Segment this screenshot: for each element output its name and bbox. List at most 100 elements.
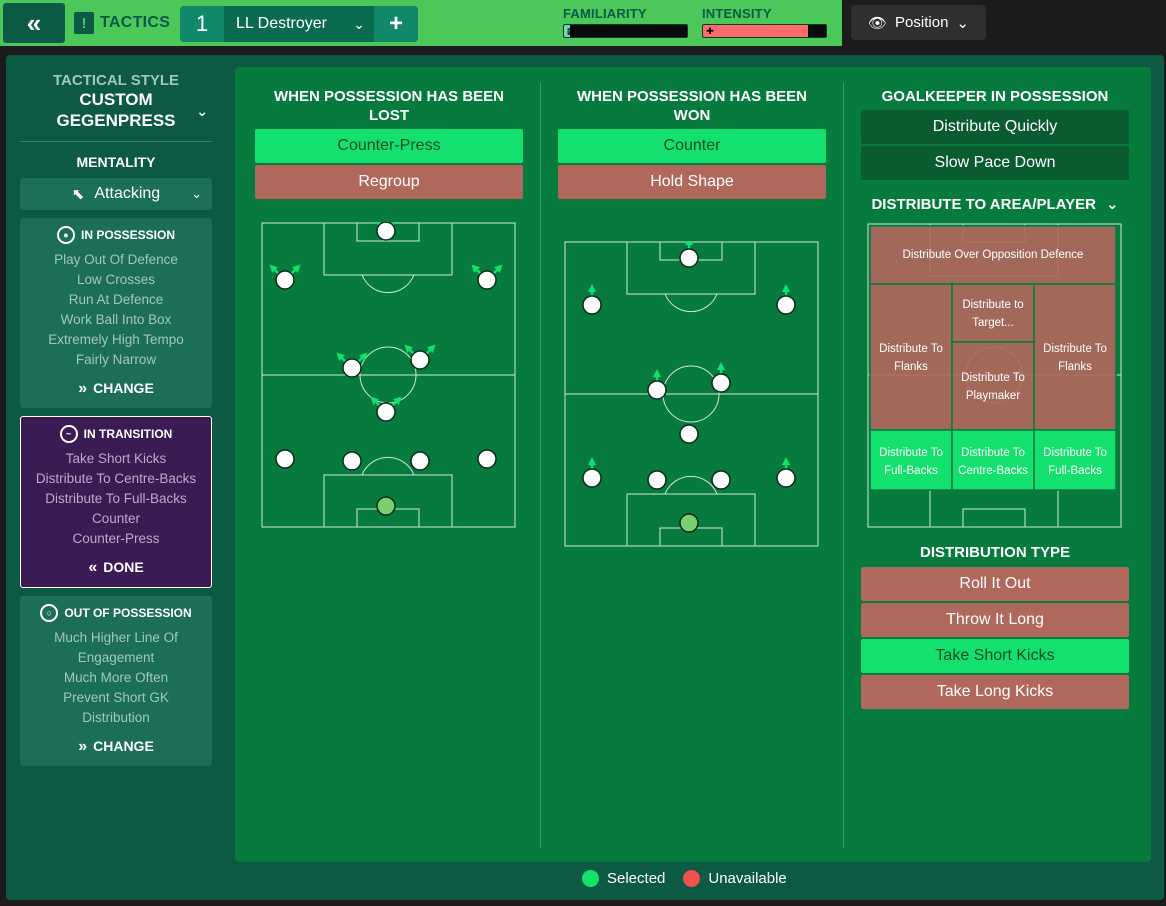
arrow-head-icon <box>370 396 379 405</box>
double-chevron-right-icon: » <box>78 380 88 397</box>
top-bar: « ! TACTICS 1 LL Destroyer ⌄ + FAMILIARI… <box>0 0 842 46</box>
legend-unavailable: Unavailable <box>708 870 787 887</box>
familiarity-icon: ▦ <box>566 26 576 36</box>
possession-lost-column: WHEN POSSESSION HAS BEEN LOST Counter-Pr… <box>255 87 523 199</box>
intensity-bar: ✚ <box>702 24 827 38</box>
arrow-head-icon <box>393 396 402 405</box>
player-marker <box>410 451 430 471</box>
tactic-name-dropdown[interactable]: LL Destroyer <box>236 15 327 32</box>
roll-it-out-option[interactable]: Roll It Out <box>861 567 1129 601</box>
eye-icon: 👁 <box>868 14 888 32</box>
in-possession-title-text: IN POSSESSION <box>80 228 176 242</box>
double-chevron-left-icon: « <box>26 7 42 38</box>
zone-label: Distribute To <box>1043 447 1107 459</box>
throw-it-long-option[interactable]: Throw It Long <box>861 603 1129 637</box>
instruction-item: Distribution <box>82 710 150 725</box>
zone-label: Flanks <box>894 361 928 373</box>
zone-label: Playmaker <box>966 390 1020 402</box>
mentality-dropdown[interactable]: ⬉ Attacking ⌄ <box>20 178 212 210</box>
arrow-head-icon <box>781 284 791 292</box>
tactical-style-line2: GEGENPRESS <box>56 111 176 130</box>
instruction-item: Distribute To Centre-Backs <box>35 471 197 486</box>
possession-won-title-line1: WHEN POSSESSION HAS BEEN <box>576 88 808 105</box>
out-of-possession-card[interactable]: ○ OUT OF POSSESSION Much Higher Line Of … <box>20 596 212 766</box>
pitch-lost <box>261 222 516 528</box>
unavailable-dot-icon <box>683 870 701 887</box>
zone-centrebacks[interactable]: Distribute To Centre-Backs <box>951 429 1035 491</box>
arrow-head-icon <box>684 241 694 245</box>
distribute-area-dropdown[interactable]: DISTRIBUTE TO AREA/PLAYER ⌄ <box>861 195 1129 214</box>
transition-icon: ~ <box>59 425 78 443</box>
distribute-quickly-option[interactable]: Distribute Quickly <box>861 110 1129 144</box>
player-marker <box>275 270 295 290</box>
arrow-head-icon <box>372 222 376 224</box>
back-button[interactable]: « <box>3 3 65 43</box>
hold-shape-option[interactable]: Hold Shape <box>558 165 826 199</box>
zone-playmaker[interactable]: Distribute To Playmaker <box>951 341 1035 431</box>
player-marker <box>776 468 796 488</box>
zone-fullbacks-left[interactable]: Distribute To Full-Backs <box>869 429 953 491</box>
position-view-button[interactable]: 👁 Position ⌄ <box>851 5 986 40</box>
instruction-item: Much More Often <box>63 670 169 685</box>
arrow-head-icon <box>396 222 400 224</box>
distribution-type-title: DISTRIBUTION TYPE <box>919 544 1070 561</box>
player-marker <box>376 402 396 422</box>
player-marker <box>582 468 602 488</box>
take-long-kicks-option[interactable]: Take Long Kicks <box>861 675 1129 709</box>
main-panel: TACTICAL STYLE CUSTOM GEGENPRESS ⌄ MENTA… <box>6 55 1164 900</box>
player-marker <box>711 373 731 393</box>
zone-label: Distribute To <box>1043 343 1107 355</box>
instruction-item: Run At Defence <box>68 292 164 307</box>
counter-press-option[interactable]: Counter-Press <box>255 129 523 163</box>
distribution-type-section: DISTRIBUTION TYPE Roll It Out Throw It L… <box>861 543 1129 709</box>
arrow-head-icon <box>336 352 345 361</box>
legend: Selected Unavailable <box>582 870 787 887</box>
football-icon: ● <box>56 226 75 244</box>
arrow-head-icon <box>652 369 662 377</box>
tactics-icon: ! <box>74 12 94 34</box>
instruction-item: Prevent Short GK <box>63 690 169 705</box>
done-button[interactable]: « DONE <box>27 559 205 577</box>
take-short-kicks-option[interactable]: Take Short Kicks <box>861 639 1129 673</box>
zone-over-defence-label: Distribute Over Opposition Defence <box>903 249 1084 261</box>
slow-pace-down-option[interactable]: Slow Pace Down <box>861 146 1129 180</box>
chevron-down-icon[interactable]: ⌄ <box>353 15 365 32</box>
add-tactic-button[interactable]: + <box>374 6 418 42</box>
arrow-head-icon <box>781 457 791 465</box>
zone-label: Distribute To <box>879 447 943 459</box>
familiarity-fill <box>564 25 571 37</box>
zone-flanks-left[interactable]: Distribute To Flanks <box>869 283 953 431</box>
instruction-item: Work Ball Into Box <box>60 312 172 327</box>
zone-label: Target... <box>972 317 1014 329</box>
counter-option[interactable]: Counter <box>558 129 826 163</box>
zone-flanks-right[interactable]: Distribute To Flanks <box>1033 283 1117 431</box>
instruction-item: Counter <box>91 511 141 526</box>
instruction-item: Play Out Of Defence <box>54 252 178 267</box>
arrow-head-icon <box>587 284 597 292</box>
tactical-style-dropdown[interactable]: CUSTOM GEGENPRESS ⌄ <box>20 89 212 131</box>
zone-fullbacks-right[interactable]: Distribute To Full-Backs <box>1033 429 1117 491</box>
zone-target[interactable]: Distribute to Target... <box>951 283 1035 343</box>
instruction-item: Extremely High Tempo <box>48 332 184 347</box>
familiarity-meter[interactable]: FAMILIARITY ▦ <box>563 6 688 38</box>
goalkeeper-marker <box>679 513 699 533</box>
tactic-slot-number[interactable]: 1 <box>180 6 224 42</box>
regroup-option[interactable]: Regroup <box>255 165 523 199</box>
in-possession-card[interactable]: ● IN POSSESSION Play Out Of Defence Low … <box>20 218 212 408</box>
instruction-item: Distribute To Full-Backs <box>45 491 187 506</box>
in-transition-card[interactable]: ~ IN TRANSITION Take Short Kicks Distrib… <box>20 416 212 588</box>
tactical-style-label: TACTICAL STYLE <box>52 72 180 89</box>
legend-selected: Selected <box>607 870 666 887</box>
instruction-item: Counter-Press <box>72 531 160 546</box>
transition-content: WHEN POSSESSION HAS BEEN LOST Counter-Pr… <box>235 67 1151 862</box>
intensity-fill <box>703 25 808 37</box>
tactics-label: TACTICS <box>100 14 171 31</box>
zone-over-defence[interactable]: Distribute Over Opposition Defence <box>869 225 1117 285</box>
player-marker <box>647 380 667 400</box>
intensity-meter[interactable]: INTENSITY ✚ <box>702 6 827 38</box>
goalkeeper-title: GOALKEEPER IN POSSESSION <box>881 88 1109 105</box>
chevron-down-icon: ⌄ <box>956 14 969 32</box>
change-button[interactable]: » CHANGE <box>26 738 206 756</box>
change-button[interactable]: » CHANGE <box>26 380 206 398</box>
tactics-header: ! TACTICS <box>74 10 170 36</box>
